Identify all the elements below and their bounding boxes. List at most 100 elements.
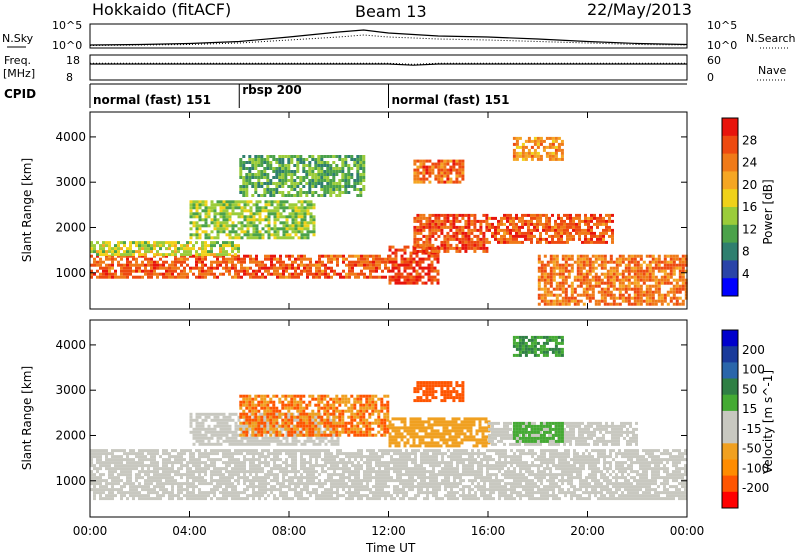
heatmap-cell [556,303,559,306]
heatmap-cell [354,452,357,455]
heatmap-cell [348,479,351,482]
heatmap-cell [339,276,342,279]
heatmap-cell [450,461,453,464]
heatmap-cell [256,236,259,239]
heatmap-cell [147,488,150,491]
heatmap-cell [443,163,446,166]
heatmap-cell [231,485,234,488]
heatmap-cell [592,264,595,267]
heatmap-cell [265,203,268,206]
heatmap-cell [637,279,640,282]
heatmap-cell [196,209,199,212]
heatmap-cell [492,464,495,467]
heatmap-cell [413,229,416,232]
heatmap-cell [479,238,482,241]
heatmap-cell [180,464,183,467]
heatmap-cell [450,470,453,473]
heatmap-cell [536,217,539,220]
heatmap-cell [111,482,114,485]
heatmap-cell [239,170,242,173]
heatmap-cell [102,276,105,279]
heatmap-cell [458,220,461,223]
heatmap-cell [189,267,192,270]
heatmap-cell [111,485,114,488]
heatmap-cell [287,179,290,182]
heatmap-cell [519,146,522,149]
heatmap-cell [252,455,255,458]
heatmap-cell [498,449,501,452]
heatmap-cell [455,175,458,178]
heatmap-cell [251,164,254,167]
heatmap-cell [204,473,207,476]
heatmap-cell [342,270,345,273]
heatmap-cell [658,261,661,264]
heatmap-cell [193,200,196,203]
heatmap-cell [619,273,622,276]
heatmap-cell [255,494,258,497]
heatmap-cell [105,273,108,276]
heatmap-cell [649,303,652,306]
heatmap-cell [574,279,577,282]
heatmap-cell [180,461,183,464]
heatmap-cell [443,247,446,250]
heatmap-cell [574,276,577,279]
heatmap-cell [402,482,405,485]
heatmap-cell [515,238,518,241]
heatmap-cell [252,482,255,485]
heatmap-cell [264,476,267,479]
heatmap-cell [306,258,309,261]
heatmap-cell [510,458,513,461]
heatmap-cell [515,214,518,217]
heatmap-cell [256,206,259,209]
heatmap-cell [147,247,150,250]
heatmap-cell [556,282,559,285]
heatmap-cell [237,491,240,494]
heatmap-cell [214,212,217,215]
heatmap-cell [423,485,426,488]
heatmap-cell [278,173,281,176]
heatmap-cell [467,232,470,235]
heatmap-cell [114,449,117,452]
heatmap-cell [503,214,506,217]
heatmap-cell [435,491,438,494]
heatmap-cell [225,485,228,488]
heatmap-cell [296,155,299,158]
heatmap-cell [661,303,664,306]
heatmap-cell [108,458,111,461]
heatmap-cell [637,264,640,267]
heatmap-cell [372,476,375,479]
heatmap-cell [277,206,280,209]
heatmap-cell [405,455,408,458]
heatmap-cell [501,485,504,488]
heatmap-cell [497,238,500,241]
heatmap-cell [279,255,282,258]
heatmap-cell [605,220,608,223]
heatmap-cell [571,264,574,267]
heatmap-cell [303,482,306,485]
heatmap-cell [506,229,509,232]
heatmap-cell [219,250,222,253]
heatmap-cell [347,155,350,158]
heatmap-cell [405,473,408,476]
heatmap-cell [174,455,177,458]
heatmap-cell [652,270,655,273]
heatmap-cell [248,158,251,161]
heatmap-cell [545,241,548,244]
heatmap-cell [628,258,631,261]
heatmap-cell [138,461,141,464]
heatmap-cell [462,479,465,482]
heatmap-cell [270,470,273,473]
heatmap-cell [268,212,271,215]
heatmap-cell [544,294,547,297]
heatmap-cell [186,273,189,276]
heatmap-cell [102,473,105,476]
heatmap-cell [177,261,180,264]
heatmap-cell [551,238,554,241]
heatmap-cell [434,163,437,166]
heatmap-cell [637,303,640,306]
heatmap-cell [354,473,357,476]
heatmap-cell [378,485,381,488]
heatmap-cell [96,482,99,485]
heatmap-cell [253,224,256,227]
